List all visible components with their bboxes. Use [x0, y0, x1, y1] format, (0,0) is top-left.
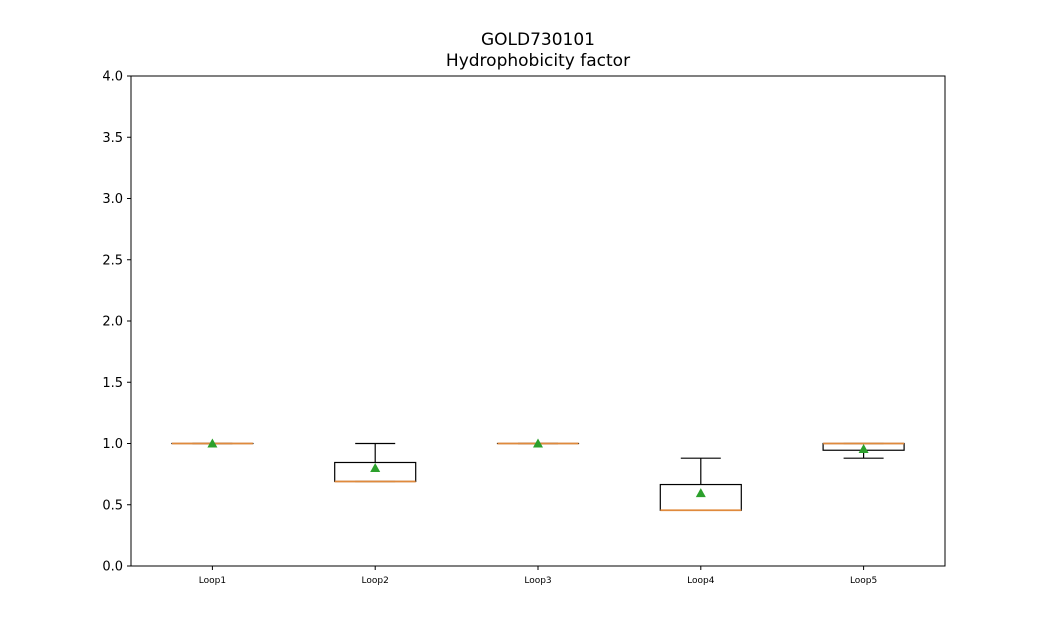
box-loop5 — [822, 442, 905, 459]
y-tick-label: 3.0 — [102, 192, 123, 207]
box-loop3 — [496, 438, 580, 448]
mean-marker — [370, 463, 381, 472]
y-tick-label: 4.0 — [102, 70, 123, 85]
y-tick-label: 2.5 — [102, 253, 123, 268]
axes: 0.0 0.5 1.0 1.5 2.0 2.5 3.0 3.5 4.0 Loop1 Loop2 Loo… — [102, 70, 946, 586]
x-tick-label: Loop1 — [199, 576, 226, 586]
chart-title-block: GOLD730101 Hydrophobicity factor — [131, 30, 945, 72]
x-tick-label: Loop3 — [524, 576, 551, 586]
y-tick-label: 2.0 — [102, 315, 123, 330]
box-loop1 — [171, 438, 254, 448]
x-tick-label: Loop4 — [687, 576, 715, 586]
y-tick-label: 1.5 — [102, 376, 123, 391]
y-tick-label: 0.5 — [102, 498, 123, 513]
box-loop4 — [659, 457, 742, 512]
mean-marker — [695, 488, 706, 498]
plot-marks — [171, 438, 905, 512]
x-tick-label: Loop5 — [850, 576, 877, 586]
chart-title: GOLD730101 — [480, 30, 595, 50]
y-tick-label: 3.5 — [102, 131, 123, 146]
x-tick-label: Loop2 — [362, 576, 389, 586]
y-tick-label: 0.0 — [102, 560, 123, 575]
mean-marker — [858, 444, 869, 454]
plot-frame — [130, 75, 946, 567]
mean-marker — [207, 438, 218, 448]
chart-subtitle: Hydrophobicity factor — [445, 51, 631, 71]
mean-marker — [533, 438, 543, 448]
y-tick-label: 1.0 — [102, 437, 123, 452]
box-loop2 — [334, 442, 417, 483]
